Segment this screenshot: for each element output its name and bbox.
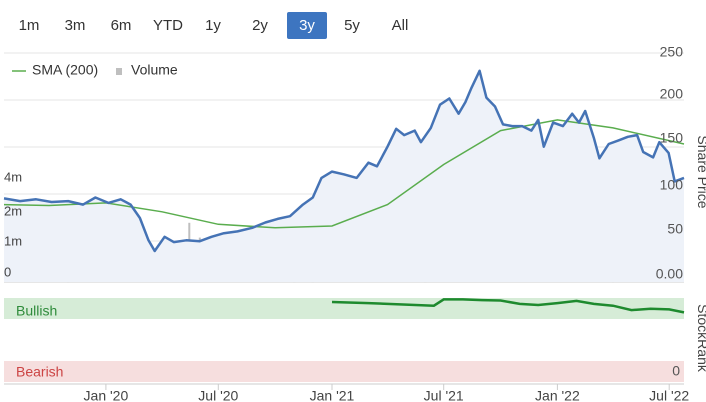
legend: SMA (200) Volume xyxy=(12,62,178,78)
price-line xyxy=(3,69,685,253)
price-tick-150: 150 xyxy=(660,130,684,146)
bullish-label: Bullish xyxy=(16,303,57,319)
stockrank-axis-title: StockRank xyxy=(695,304,706,373)
x-axis-ticks: Jan '20 Jul '20 Jan '21 Jul '21 Jan '22 Jul '… xyxy=(84,384,689,402)
legend-volume-label[interactable]: Volume xyxy=(131,62,178,78)
range-button-all[interactable]: All xyxy=(391,17,409,34)
price-tick-100: 100 xyxy=(660,177,684,193)
range-button-5y[interactable]: 5y xyxy=(344,17,360,34)
range-button-2y[interactable]: 2y xyxy=(252,17,268,34)
volume-tick-0: 0 xyxy=(4,264,11,279)
range-button-ytd[interactable]: YTD xyxy=(153,17,183,34)
volume-tick-2m: 2m xyxy=(4,203,22,218)
x-tick-label: Jan '20 xyxy=(84,388,129,402)
stockrank-tick-0: 0 xyxy=(672,363,680,379)
range-button-3y[interactable]: 3y xyxy=(287,12,327,39)
price-axis-title: Share Price xyxy=(695,135,706,208)
legend-sma-label[interactable]: SMA (200) xyxy=(32,62,98,78)
volume-tick-1m: 1m xyxy=(4,233,22,248)
bearish-band xyxy=(4,361,684,382)
x-tick-label: Jan '21 xyxy=(310,388,355,402)
x-tick-label: Jan '22 xyxy=(535,388,580,402)
range-selector: 1m 3m 6m YTD 1y 2y 3y 5y All xyxy=(0,0,706,48)
stockrank-line xyxy=(331,298,685,314)
x-tick-label: Jul '20 xyxy=(198,388,238,402)
price-tick-0: 0.00 xyxy=(656,266,683,282)
volume-tick-4m: 4m xyxy=(4,169,22,184)
range-button-1m[interactable]: 1m xyxy=(18,17,40,34)
range-button-6m[interactable]: 6m xyxy=(110,17,132,34)
range-button-1y[interactable]: 1y xyxy=(205,17,221,34)
x-tick-label: Jul '22 xyxy=(649,388,689,402)
x-tick-label: Jul '21 xyxy=(424,388,464,402)
bearish-label: Bearish xyxy=(16,364,63,380)
price-area-fill xyxy=(4,70,684,282)
price-tick-200: 200 xyxy=(660,86,684,102)
legend-volume-swatch xyxy=(116,68,122,75)
range-button-3m[interactable]: 3m xyxy=(64,17,86,34)
price-tick-50: 50 xyxy=(667,221,683,237)
price-tick-250: 250 xyxy=(660,44,684,60)
